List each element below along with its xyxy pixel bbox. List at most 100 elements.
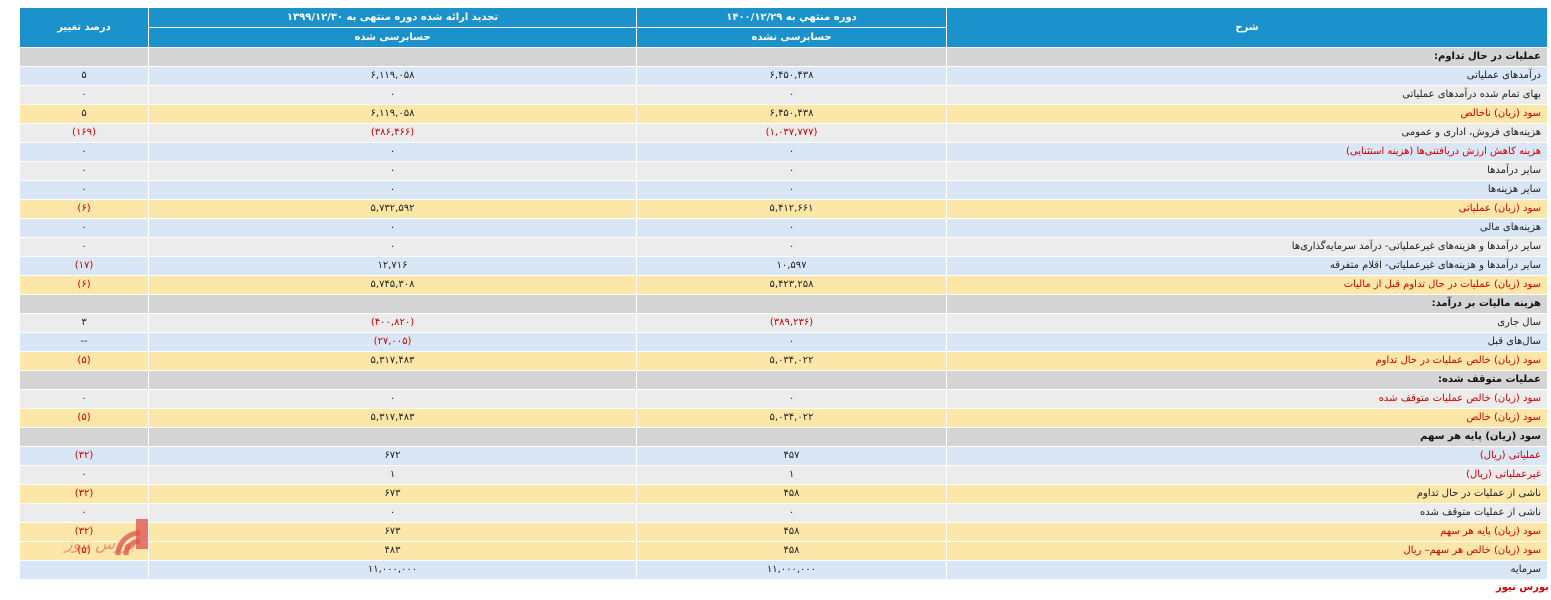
row-change-percent: ۰ <box>19 237 149 257</box>
row-current-value: ۰ <box>636 237 947 257</box>
row-description: سود (زیان) خالص هر سهم– ریال <box>946 541 1548 561</box>
row-prior-value: (۳۸۶,۴۶۶) <box>148 123 637 143</box>
row-change-percent: ۰ <box>19 85 149 105</box>
row-prior-value: ۵,۷۳۲,۵۹۲ <box>148 199 637 219</box>
row-current-value: ۵,۴۲۳,۲۵۸ <box>636 275 947 295</box>
table-row: هزینه‌های فروش، اداری و عمومی (۱,۰۳۷,۷۷۷)… <box>19 123 1548 143</box>
row-prior-value <box>148 47 637 67</box>
row-prior-value: ۵,۳۱۷,۴۸۳ <box>148 408 637 428</box>
table-row: سایر درآمدها و هزینه‌های غیرعملیاتی- درآ… <box>19 237 1548 257</box>
row-prior-value: ۵,۳۱۷,۴۸۳ <box>148 351 637 371</box>
row-prior-value: ۱۱,۰۰۰,۰۰۰ <box>148 560 637 580</box>
row-description: سود (زیان) عملیاتی <box>946 199 1548 219</box>
row-current-value: ۴۵۸ <box>636 522 947 542</box>
table-row: عملیاتی (ریال) ۴۵۷ ۶۷۲ (۳۲) <box>19 446 1548 466</box>
row-current-value: ۵,۰۳۴,۰۲۲ <box>636 351 947 371</box>
row-current-value: ۰ <box>636 218 947 238</box>
header-current-audit: حسابرسی نشده <box>636 27 947 48</box>
table-row: سود (زیان) خالص عملیات در حال تداوم ۵,۰۳۴… <box>19 351 1548 371</box>
row-description: سود (زیان) خالص <box>946 408 1548 428</box>
table-row: سود (زیان) ناخالص ۶,۴۵۰,۴۳۸ ۶,۱۱۹,۰۵۸ ۵ <box>19 104 1548 124</box>
row-prior-value: ۶,۱۱۹,۰۵۸ <box>148 66 637 86</box>
row-current-value: ۴۵۷ <box>636 446 947 466</box>
row-prior-value: ۱ <box>148 465 637 485</box>
row-current-value: ۶,۴۵۰,۴۳۸ <box>636 104 947 124</box>
row-current-value: ۰ <box>636 332 947 352</box>
row-current-value: ۰ <box>636 161 947 181</box>
row-change-percent: ۳ <box>19 313 149 333</box>
row-description: سایر درآمدها <box>946 161 1548 181</box>
row-change-percent: ۰ <box>19 389 149 409</box>
row-description: سال‌های قبل <box>946 332 1548 352</box>
row-current-value: ۵,۴۱۲,۶۶۱ <box>636 199 947 219</box>
row-change-percent <box>19 294 149 314</box>
row-prior-value: (۲۷,۰۰۵) <box>148 332 637 352</box>
row-description: ناشی از عملیات در حال تداوم <box>946 484 1548 504</box>
section-row: هزینه مالیات بر درآمد: <box>19 294 1548 314</box>
row-prior-value: ۰ <box>148 161 637 181</box>
table-row: سایر درآمدها و هزینه‌های غیرعملیاتی- اقل… <box>19 256 1548 276</box>
row-prior-value: ۰ <box>148 237 637 257</box>
row-change-percent <box>19 370 149 390</box>
row-description: سایر درآمدها و هزینه‌های غیرعملیاتی- اقل… <box>946 256 1548 276</box>
row-change-percent: ۰ <box>19 161 149 181</box>
row-description: هزینه کاهش ارزش دریافتنی‌ها (هزینه استثن… <box>946 142 1548 162</box>
row-change-percent: ۰ <box>19 142 149 162</box>
row-prior-value <box>148 427 637 447</box>
row-prior-value: ۰ <box>148 503 637 523</box>
row-current-value: ۰ <box>636 85 947 105</box>
row-current-value: ۰ <box>636 503 947 523</box>
row-change-percent <box>19 560 149 580</box>
row-change-percent: (۳۲) <box>19 484 149 504</box>
table-row: ناشی از عملیات در حال تداوم ۴۵۸ ۶۷۳ (۳۲) <box>19 484 1548 504</box>
row-description: سایر درآمدها و هزینه‌های غیرعملیاتی- درآ… <box>946 237 1548 257</box>
row-change-percent: ۰ <box>19 503 149 523</box>
row-description: سایر هزینه‌ها <box>946 180 1548 200</box>
row-description: سود (زیان) خالص عملیات در حال تداوم <box>946 351 1548 371</box>
income-statement-table: شرح دوره منتهي به ۱۴۰۰/۱۲/۲۹ تجدید ارائه… <box>19 7 1548 580</box>
table-row: سال‌های قبل ۰ (۲۷,۰۰۵) -- <box>19 332 1548 352</box>
table-row: سود (زیان) عملیات در حال تداوم قبل از ما… <box>19 275 1548 295</box>
table-row: سرمایه ۱۱,۰۰۰,۰۰۰ ۱۱,۰۰۰,۰۰۰ <box>19 560 1548 580</box>
row-prior-value: ۰ <box>148 389 637 409</box>
row-prior-value: ۴۸۳ <box>148 541 637 561</box>
row-change-percent <box>19 427 149 447</box>
table-row: غیرعملیاتی (ریال) ۱ ۱ ۰ <box>19 465 1548 485</box>
borsnews-watermark-logo: بورس نیوز <box>63 519 148 556</box>
row-prior-value: (۴۰۰,۸۲۰) <box>148 313 637 333</box>
row-change-percent: (۱۶۹) <box>19 123 149 143</box>
financial-table-container: شرح دوره منتهي به ۱۴۰۰/۱۲/۲۹ تجدید ارائه… <box>19 7 1548 580</box>
row-current-value: ۴۵۸ <box>636 484 947 504</box>
row-description: درآمدهای عملیاتی <box>946 66 1548 86</box>
row-description: عملیاتی (ریال) <box>946 446 1548 466</box>
row-change-percent: (۳۲) <box>19 522 149 542</box>
row-change-percent: ۵ <box>19 66 149 86</box>
table-row: هزینه‌های مالی ۰ ۰ ۰ <box>19 218 1548 238</box>
row-prior-value: ۰ <box>148 142 637 162</box>
row-current-value: ۰ <box>636 142 947 162</box>
table-row: سال جاری (۳۸۹,۲۳۶) (۴۰۰,۸۲۰) ۳ <box>19 313 1548 333</box>
row-current-value: (۱,۰۳۷,۷۷۷) <box>636 123 947 143</box>
header-prior-period: تجدید ارائه شده دوره منتهی به ۱۳۹۹/۱۲/۳۰ <box>148 7 637 28</box>
row-current-value <box>636 47 947 67</box>
header-change-percent: درصد تغییر <box>19 7 149 48</box>
row-prior-value: ۶۷۲ <box>148 446 637 466</box>
row-current-value: (۳۸۹,۲۳۶) <box>636 313 947 333</box>
row-change-percent: -- <box>19 332 149 352</box>
row-description: هزینه‌های فروش، اداری و عمومی <box>946 123 1548 143</box>
row-prior-value <box>148 370 637 390</box>
row-current-value <box>636 294 947 314</box>
table-row: سایر هزینه‌ها ۰ ۰ ۰ <box>19 180 1548 200</box>
row-prior-value <box>148 294 637 314</box>
row-prior-value: ۰ <box>148 218 637 238</box>
row-prior-value: ۶۷۳ <box>148 522 637 542</box>
table-row: ناشی از عملیات متوقف شده ۰ ۰ ۰ <box>19 503 1548 523</box>
row-change-percent: ۰ <box>19 465 149 485</box>
table-row: بهای تمام شده درآمدهای عملیاتی ۰ ۰ ۰ <box>19 85 1548 105</box>
row-change-percent: (۵) <box>19 541 149 561</box>
row-description: عملیات متوقف شده: <box>946 370 1548 390</box>
row-change-percent: (۳۲) <box>19 446 149 466</box>
row-description: بهای تمام شده درآمدهای عملیاتی <box>946 85 1548 105</box>
watermark-text: بورس نیوز <box>63 534 136 553</box>
row-description: عملیات در حال تداوم: <box>946 47 1548 67</box>
